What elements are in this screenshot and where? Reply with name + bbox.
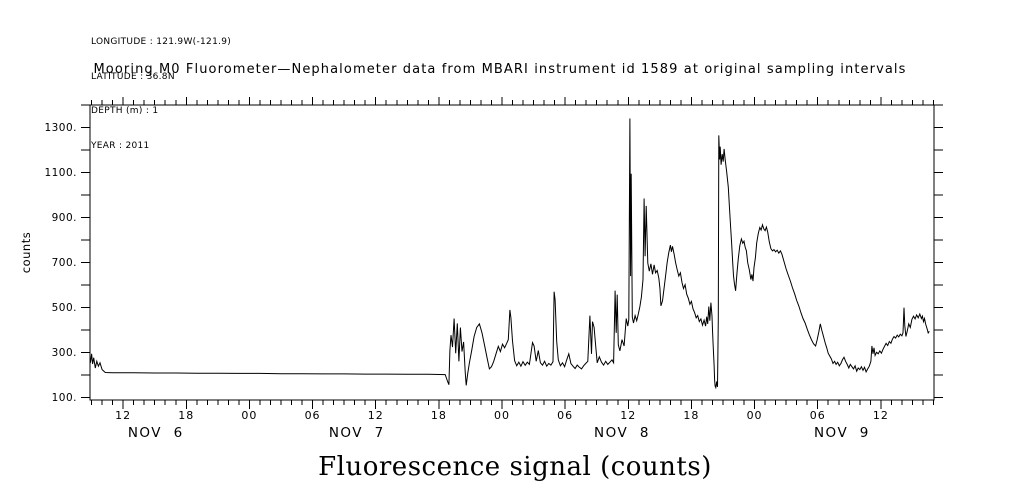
x-tick-label: 06 xyxy=(305,409,321,422)
x-tick-label: 00 xyxy=(494,409,510,422)
x-tick-label: 18 xyxy=(431,409,447,422)
x-tick-label: 00 xyxy=(241,409,257,422)
y-tick-label: 1300. xyxy=(44,122,77,134)
x-tick-label: 12 xyxy=(368,409,384,422)
y-tick-label: 900. xyxy=(52,212,77,224)
x-axis-title: Fluorescence signal (counts) xyxy=(318,452,712,482)
y-tick-label: 1100. xyxy=(44,167,77,179)
fluorescence-series-line xyxy=(90,118,930,390)
y-tick-label: 500. xyxy=(52,302,77,314)
year-text: YEAR : 2011 xyxy=(91,140,150,151)
chart-title: Mooring M0 Fluorometer—Nephalometer data… xyxy=(93,62,907,77)
x-day-label: NOV 8 xyxy=(594,425,650,441)
y-tick-label: 700. xyxy=(52,257,77,269)
x-day-label: NOV 7 xyxy=(329,425,385,441)
y-tick-label: 100. xyxy=(52,392,77,404)
x-tick-label: 06 xyxy=(810,409,826,422)
latitude-text: LATITUDE : 36.8N xyxy=(91,71,175,82)
longitude-text: LONGITUDE : 121.9W(-121.9) xyxy=(91,37,232,47)
x-tick-label: 12 xyxy=(115,409,131,422)
plot-frame xyxy=(89,104,935,401)
x-tick-label: 06 xyxy=(557,409,573,422)
x-day-label: NOV 6 xyxy=(128,425,184,441)
x-tick-label: 12 xyxy=(620,409,636,422)
y-tick-label: 300. xyxy=(52,347,77,359)
plot-metadata: LONGITUDE : 121.9W(-121.9) LATITUDE : 36… xyxy=(91,14,231,175)
depth-text: DEPTH (m) : 1 xyxy=(91,106,159,116)
x-tick-label: 12 xyxy=(873,409,889,422)
x-day-label: NOV 9 xyxy=(814,425,870,441)
x-tick-label: 18 xyxy=(683,409,699,422)
x-tick-label: 18 xyxy=(178,409,194,422)
x-tick-label: 00 xyxy=(747,409,763,422)
y-axis-label: counts xyxy=(19,232,33,273)
